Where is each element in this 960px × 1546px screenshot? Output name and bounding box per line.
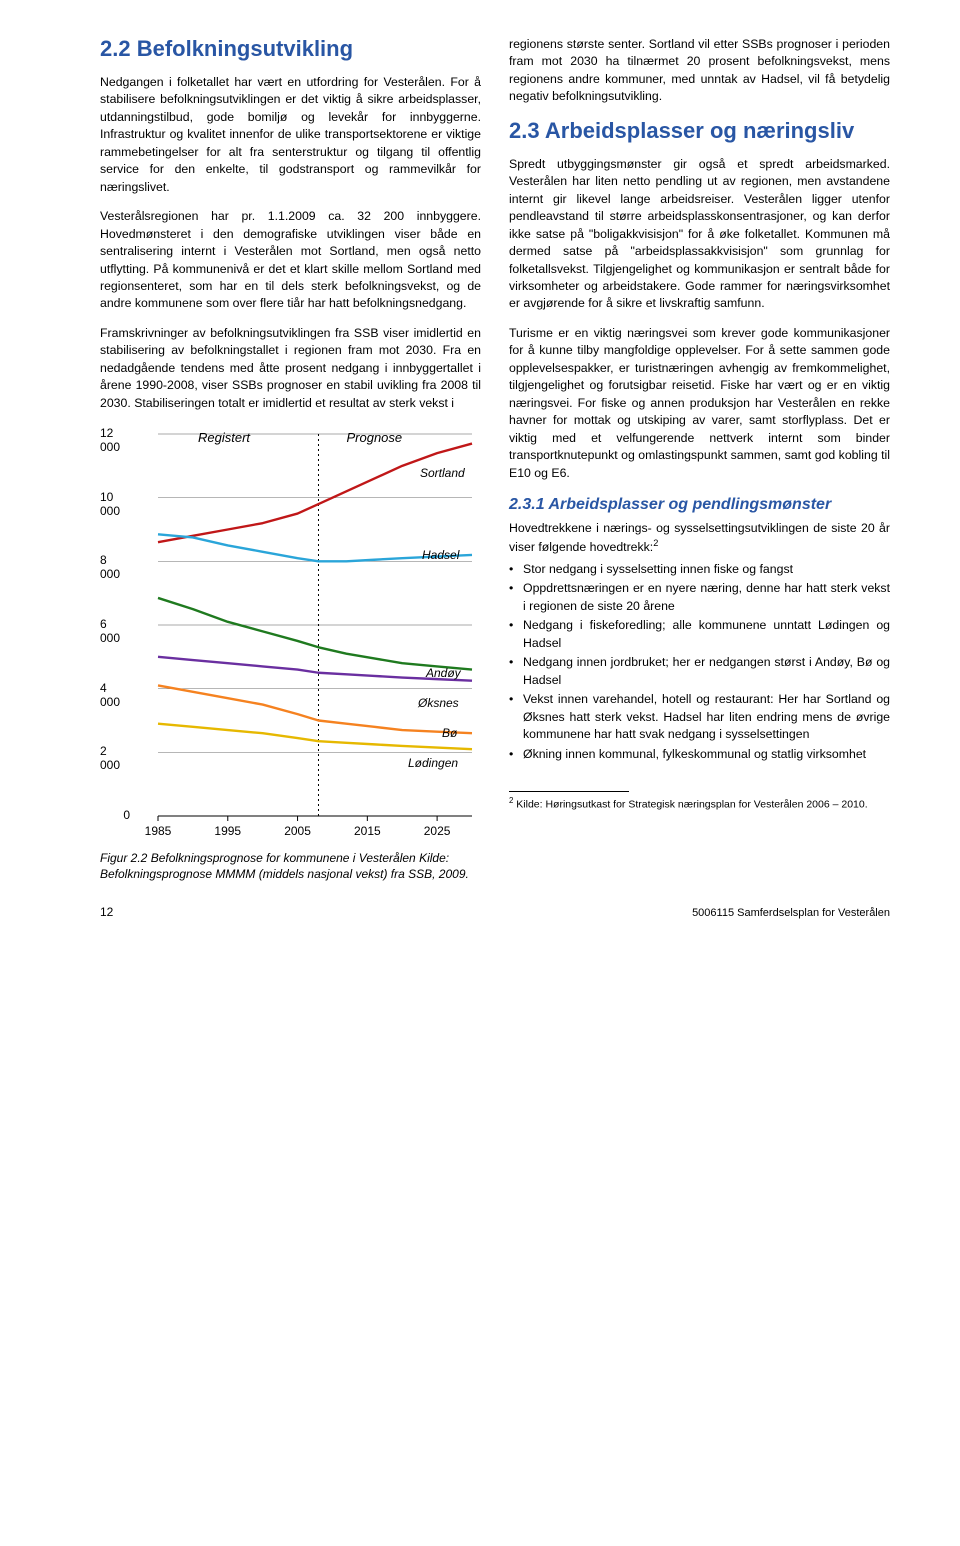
right-para-cont: regionens største senter. Sortland vil e… — [509, 36, 890, 106]
right-para-3-intro: Hovedtrekkene i nærings- og sysselsettin… — [509, 520, 890, 557]
x-tick-label: 2015 — [354, 824, 381, 838]
figure-caption: Figur 2.2 Befolkningsprognose for kommun… — [100, 850, 481, 882]
bullet-item: Oppdrettsnæringen er en nyere næring, de… — [509, 580, 890, 615]
series-label: Hadsel — [422, 548, 459, 562]
series-label: Sortland — [420, 466, 465, 480]
x-tick-label: 2005 — [284, 824, 311, 838]
heading-2-3: 2.3 Arbeidsplasser og næringsliv — [509, 118, 890, 144]
legend-prognose: Prognose — [346, 430, 402, 445]
series-label: Bø — [442, 726, 457, 740]
bullet-item: Økning innen kommunal, fylkeskommunal og… — [509, 746, 890, 763]
footnote-ref-2: 2 — [653, 538, 658, 548]
y-tick-label: 0 — [123, 808, 130, 822]
heading-2-2: 2.2 Befolkningsutvikling — [100, 36, 481, 62]
y-tick-label: 6 000 — [100, 617, 130, 645]
population-chart: 0 2 000 4 000 6 000 8 000 10 000 12 000 1985 199… — [100, 424, 481, 882]
chart-canvas: 0 2 000 4 000 6 000 8 000 10 000 12 000 1985 199… — [100, 424, 480, 844]
doc-id: 5006115 Samferdselsplan for Vesterålen — [692, 907, 890, 919]
bullet-item: Nedgang i fiskeforedling; alle kommunene… — [509, 617, 890, 652]
y-tick-label: 4 000 — [100, 681, 130, 709]
heading-2-3-1: 2.3.1 Arbeidsplasser og pendlingsmønster — [509, 496, 890, 514]
x-tick-label: 1985 — [145, 824, 172, 838]
right-para-1: Spredt utbyggingsmønster gir også et spr… — [509, 156, 890, 313]
series-label: Lødingen — [408, 756, 458, 770]
y-tick-label: 10 000 — [100, 490, 130, 518]
y-tick-label: 2 000 — [100, 744, 130, 772]
footnote-rule — [509, 791, 629, 792]
footnote-text: Kilde: Høringsutkast for Strategisk næri… — [513, 798, 867, 810]
left-column: 2.2 Befolkningsutvikling Nedgangen i fol… — [100, 36, 481, 883]
footnote-2: 2 Kilde: Høringsutkast for Strategisk næ… — [509, 796, 890, 812]
series-label: Øksnes — [418, 696, 459, 710]
left-para-3: Framskrivninger av befolkningsutviklinge… — [100, 325, 481, 412]
two-column-layout: 2.2 Befolkningsutvikling Nedgangen i fol… — [100, 36, 890, 883]
y-tick-label: 8 000 — [100, 553, 130, 581]
page-number: 12 — [100, 905, 113, 919]
bullet-item: Nedgang innen jordbruket; her er nedgang… — [509, 654, 890, 689]
right-column: regionens største senter. Sortland vil e… — [509, 36, 890, 883]
left-para-2: Vesterålsregionen har pr. 1.1.2009 ca. 3… — [100, 208, 481, 313]
bullet-item: Vekst innen varehandel, hotell og restau… — [509, 691, 890, 743]
intro-text: Hovedtrekkene i nærings- og sysselsettin… — [509, 521, 890, 555]
y-tick-label: 12 000 — [100, 426, 130, 454]
bullet-list: Stor nedgang i sysselsetting innen fiske… — [509, 561, 890, 763]
page: 2.2 Befolkningsutvikling Nedgangen i fol… — [0, 0, 960, 939]
right-para-2: Turisme er en viktig næringsvei som krev… — [509, 325, 890, 482]
page-footer: 12 5006115 Samferdselsplan for Vesteråle… — [100, 905, 890, 919]
series-label: Andøy — [426, 666, 461, 680]
left-para-1: Nedgangen i folketallet har vært en utfo… — [100, 74, 481, 196]
legend-registered: Registert — [198, 430, 250, 445]
x-tick-label: 2025 — [424, 824, 451, 838]
x-tick-label: 1995 — [214, 824, 241, 838]
bullet-item: Stor nedgang i sysselsetting innen fiske… — [509, 561, 890, 578]
